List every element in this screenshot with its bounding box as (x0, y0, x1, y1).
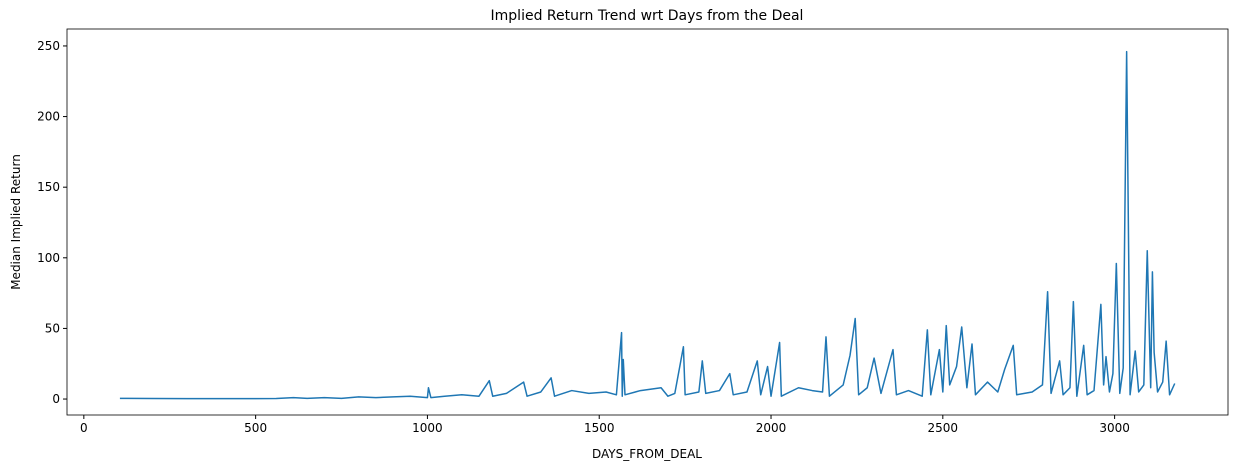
x-tick-label: 3000 (1099, 421, 1130, 435)
y-tick-label: 0 (52, 392, 60, 406)
x-tick-label: 1000 (412, 421, 443, 435)
line (119, 50, 1176, 400)
y-tick-label: 200 (37, 110, 60, 124)
plot-frame (66, 28, 1229, 416)
y-tick-label: 50 (45, 321, 60, 335)
x-tick-label: 2500 (928, 421, 959, 435)
y-tick-label: 100 (37, 251, 60, 265)
x-tick-label: 0 (80, 421, 88, 435)
x-tick-label: 500 (244, 421, 267, 435)
y-axis-label: Median Implied Return (9, 154, 23, 290)
x-tick-label: 1500 (584, 421, 615, 435)
x-tick-label: 2000 (756, 421, 787, 435)
chart-title: Implied Return Trend wrt Days from the D… (491, 8, 804, 24)
y-tick-label: 250 (37, 39, 60, 53)
x-axis-label: DAYS_FROM_DEAL (592, 447, 702, 461)
y-tick-label: 150 (37, 180, 60, 194)
